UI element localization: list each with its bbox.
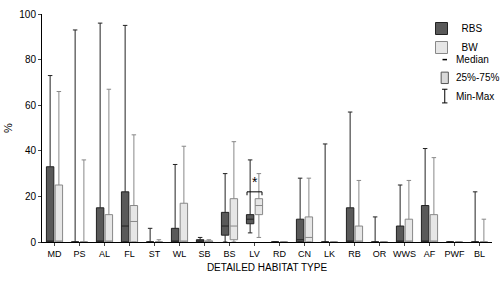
svg-text:40: 40 <box>25 145 37 156</box>
svg-text:AF: AF <box>424 249 436 259</box>
svg-text:AL: AL <box>99 249 110 259</box>
svg-text:OR: OR <box>373 249 387 259</box>
svg-text:60: 60 <box>25 100 37 111</box>
svg-text:LK: LK <box>324 249 335 259</box>
svg-text:ST: ST <box>149 249 161 259</box>
svg-text:BS: BS <box>223 249 235 259</box>
svg-text:Median: Median <box>456 54 489 65</box>
svg-text:80: 80 <box>25 54 37 65</box>
svg-text:RB: RB <box>348 249 361 259</box>
svg-text:PS: PS <box>73 249 85 259</box>
svg-text:Min-Max: Min-Max <box>456 91 494 102</box>
svg-text:%: % <box>2 123 14 133</box>
svg-text:RBS: RBS <box>462 23 483 34</box>
svg-text:BW: BW <box>462 42 479 53</box>
svg-text:CN: CN <box>298 249 311 259</box>
svg-text:25%-75%: 25%-75% <box>456 72 499 83</box>
svg-text:MD: MD <box>48 249 62 259</box>
svg-text:0: 0 <box>30 237 36 248</box>
svg-text:WWS: WWS <box>393 249 416 259</box>
svg-text:RD: RD <box>273 249 286 259</box>
svg-text:DETAILED HABITAT TYPE: DETAILED HABITAT TYPE <box>207 262 328 273</box>
svg-text:SB: SB <box>198 249 210 259</box>
svg-text:WL: WL <box>173 249 187 259</box>
svg-text:100: 100 <box>19 9 36 20</box>
svg-text:PWF: PWF <box>445 249 465 259</box>
svg-text:BL: BL <box>474 249 485 259</box>
svg-text:LV: LV <box>249 249 259 259</box>
svg-text:20: 20 <box>25 191 37 202</box>
svg-text:*: * <box>252 174 258 190</box>
svg-text:FL: FL <box>124 249 135 259</box>
